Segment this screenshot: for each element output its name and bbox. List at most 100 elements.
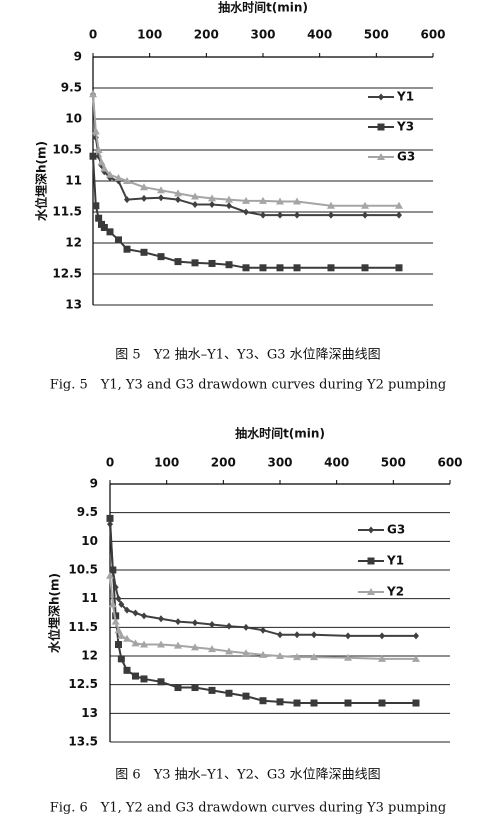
marker [106,228,114,236]
marker [123,634,131,642]
legend-marker [367,557,375,565]
x-tick-label: 300 [250,28,275,42]
marker [259,650,267,658]
marker [277,631,283,639]
legend-marker [368,526,374,534]
marker [344,653,352,661]
x-tick-label: 0 [106,456,114,470]
marker [174,641,182,649]
marker [293,197,301,205]
marker [94,146,103,153]
y-tick-label: 10 [65,112,82,126]
marker [293,699,301,707]
marker [260,626,266,634]
marker [192,619,198,627]
marker [209,201,215,209]
marker [208,259,216,267]
marker [327,201,335,209]
caption-en: Fig. 6 Y1, Y2 and G3 drawdown curves dur… [50,801,446,816]
y-tick-label: 12 [81,649,98,663]
y-tick-label: 11 [65,174,82,188]
y-tick-label: 12 [65,236,82,250]
marker [89,90,97,98]
marker [378,699,386,707]
marker [115,595,122,603]
x-tick-label: 500 [364,28,389,42]
marker [191,643,199,651]
y-tick-label: 12.5 [52,267,82,281]
marker [276,197,284,205]
marker [242,196,250,204]
marker [158,194,164,202]
x-tick-label: 300 [267,456,292,470]
marker [345,632,351,640]
marker [115,236,122,244]
marker [114,173,123,181]
marker [140,640,148,648]
marker [157,186,165,194]
marker [395,201,403,209]
marker [276,698,284,706]
marker [111,617,120,625]
legend-label: Y3 [396,120,414,134]
marker [157,678,165,686]
marker [276,652,284,659]
x-tick-label: 0 [89,28,97,42]
marker [106,571,114,579]
legend-label: Y2 [386,585,404,599]
legend-label: G3 [397,150,415,164]
marker [174,684,182,692]
series-line [109,518,416,705]
marker [225,195,233,203]
marker [242,649,250,657]
marker [259,264,267,272]
marker [123,666,131,674]
marker [157,640,165,648]
marker [242,264,250,272]
marker [124,606,130,614]
marker [413,632,419,640]
marker [106,514,114,522]
marker [293,264,301,272]
y-axis-title: 水位埋深h(m) [34,141,49,221]
marker [412,654,420,662]
marker [175,618,181,626]
marker [175,196,181,204]
y-tick-label: 11 [81,591,98,605]
marker [225,261,233,269]
marker [395,264,403,272]
marker [225,647,233,655]
marker [100,164,109,172]
marker [140,675,148,683]
x-tick-label: 600 [437,456,462,470]
legend-marker [378,93,384,101]
x-tick-label: 100 [154,456,179,470]
y-tick-label: 12.5 [68,677,98,691]
y-tick-label: 11.5 [68,620,98,634]
marker [140,183,148,191]
marker [293,653,301,661]
marker [174,258,182,266]
marker [259,697,267,705]
marker [277,211,283,219]
marker [114,626,123,634]
marker [311,631,317,639]
marker [226,202,232,210]
y-tick-label: 9.5 [61,81,82,95]
y-axis-title: 水位埋深h(m) [47,573,62,653]
legend-label: Y1 [386,554,404,568]
x-tick-label: 200 [194,28,219,42]
y-tick-label: 10.5 [68,563,98,577]
marker [174,189,182,197]
marker [123,177,131,184]
y-tick-label: 10 [81,534,98,548]
caption-zh: 图 6 Y3 抽水–Y1、Y2、G3 水位降深曲线图 [115,768,380,783]
marker [92,202,100,210]
x-tick-label: 500 [381,456,406,470]
marker [141,612,147,620]
x-tick-label: 400 [307,28,332,42]
marker [294,631,300,639]
marker [327,264,335,272]
marker [276,264,284,272]
legend-marker [377,153,385,160]
